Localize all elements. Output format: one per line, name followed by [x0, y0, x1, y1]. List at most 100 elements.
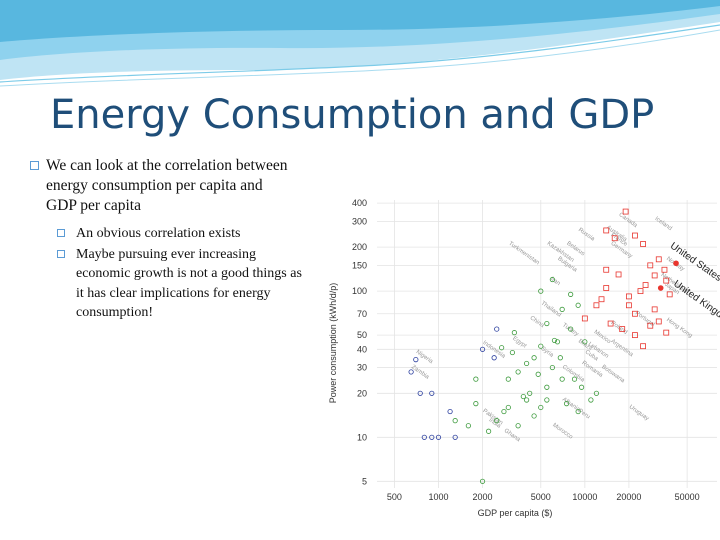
data-point [598, 296, 605, 303]
data-point [538, 404, 544, 411]
data-point [452, 418, 458, 424]
data-point [551, 337, 558, 344]
data-point [505, 404, 511, 411]
data-point [625, 293, 632, 300]
data-point [538, 288, 544, 294]
data-point [647, 322, 654, 329]
country-label: Indonesia [481, 340, 506, 360]
data-point [429, 434, 435, 440]
country-label: Russia [577, 227, 596, 243]
data-point [515, 369, 521, 375]
data-point [429, 390, 435, 396]
data-point [557, 355, 563, 361]
data-point [559, 306, 565, 312]
data-point [582, 339, 588, 345]
data-point [501, 408, 507, 415]
y-tick-label: 5 [362, 476, 367, 486]
country-label: Poland [609, 320, 628, 336]
country-label: Turkmenistan [507, 241, 540, 267]
data-point [549, 364, 555, 371]
data-point [479, 478, 486, 484]
data-point [655, 256, 662, 263]
data-point [575, 408, 581, 415]
data-point [578, 384, 585, 390]
y-tick-label: 30 [357, 363, 367, 373]
sub-bullet-list: An obvious correlation exists Maybe purs… [57, 224, 307, 324]
country-label: Iran [549, 276, 561, 287]
data-point [673, 260, 679, 267]
data-point [465, 423, 471, 429]
data-point [544, 384, 550, 390]
data-point [661, 266, 668, 273]
country-label: Morocco [551, 422, 574, 440]
y-tick-label: 20 [357, 388, 367, 398]
data-point [632, 332, 638, 339]
data-point [473, 401, 479, 407]
data-point [655, 318, 662, 325]
data-point [657, 285, 664, 291]
data-point [651, 306, 658, 313]
data-point [568, 326, 574, 332]
data-point [647, 262, 654, 269]
data-point [632, 232, 638, 239]
data-point [619, 326, 626, 332]
data-point [435, 434, 442, 440]
data-point [527, 390, 533, 396]
data-point [640, 241, 646, 247]
data-point [452, 434, 458, 440]
data-point [593, 302, 600, 309]
data-point [531, 355, 537, 361]
country-label: Egypt [511, 336, 527, 350]
y-tick-label: 150 [352, 260, 367, 270]
data-point [559, 376, 565, 382]
data-point [499, 345, 505, 351]
data-point [531, 413, 537, 419]
data-point [486, 428, 492, 434]
data-point [666, 291, 673, 298]
country-label: China [529, 315, 546, 329]
data-point [588, 397, 594, 403]
x-tick-label: 10000 [572, 492, 597, 502]
data-point [611, 235, 618, 242]
x-tick-label: 2000 [473, 492, 493, 502]
y-tick-label: 100 [352, 286, 367, 296]
data-point [515, 423, 521, 429]
data-point [494, 326, 500, 332]
data-point [571, 376, 578, 382]
x-tick-label: 5000 [531, 492, 551, 502]
slide-title: Energy Consumption and GDP [50, 92, 655, 138]
data-point [417, 390, 423, 396]
data-point [603, 266, 610, 273]
data-point [603, 285, 610, 291]
x-tick-label: 1000 [428, 492, 448, 502]
energy-gdp-scatter-chart: 5 10 20 30 40 50 70 100 150 200 300 400 500 1000 2000… [328, 198, 720, 518]
data-point [663, 277, 670, 284]
country-label: Canada [617, 212, 638, 229]
country-label: Romania [580, 360, 604, 379]
y-tick-label: 70 [357, 309, 367, 319]
data-point [563, 401, 570, 407]
bullet-text: We can look at the correlation between e… [46, 157, 288, 214]
data-point [473, 376, 479, 382]
data-point [568, 291, 574, 297]
x-tick-label: 50000 [675, 492, 700, 502]
sub-bullet-item: An obvious correlation exists [57, 224, 307, 244]
header-wave-banner [0, 0, 720, 87]
data-point [637, 288, 644, 295]
data-point [625, 302, 632, 309]
square-bullet-icon [57, 229, 65, 237]
data-point [524, 397, 530, 403]
data-point [607, 320, 614, 327]
data-point [491, 355, 497, 361]
data-point [642, 282, 649, 288]
data-point [413, 357, 419, 363]
country-label: Ghana [503, 428, 522, 444]
y-tick-label: 10 [357, 432, 367, 442]
data-point [544, 397, 550, 403]
data-point [632, 310, 638, 317]
data-point [538, 343, 544, 349]
sub-bullet-text: An obvious correlation exists [76, 226, 241, 241]
x-axis-label: GDP per capita ($) [478, 508, 553, 518]
country-label: Iceland [654, 216, 673, 232]
data-point [505, 376, 511, 382]
